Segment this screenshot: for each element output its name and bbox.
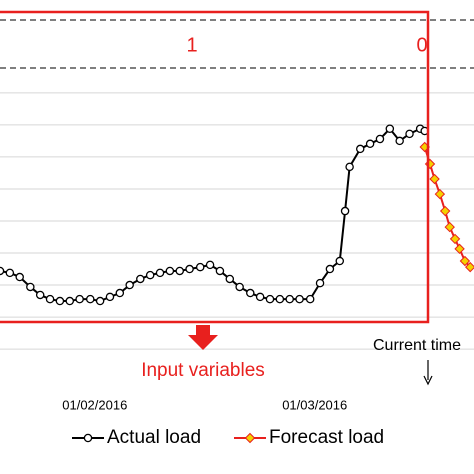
marker <box>365 139 375 149</box>
current-time-arrow-head <box>423 375 433 386</box>
marker <box>465 261 474 273</box>
marker <box>459 255 471 267</box>
marker <box>305 294 315 304</box>
marker <box>335 256 345 266</box>
marker <box>225 274 235 284</box>
marker <box>83 433 93 443</box>
marker <box>136 274 145 284</box>
marker <box>375 134 385 144</box>
marker <box>175 266 184 276</box>
marker <box>75 294 84 304</box>
marker <box>35 290 45 300</box>
marker <box>235 282 244 292</box>
marker <box>15 272 24 282</box>
marker <box>26 282 35 292</box>
marker <box>429 173 440 185</box>
marker <box>246 288 255 298</box>
marker <box>345 162 354 172</box>
marker <box>215 266 225 276</box>
marker <box>454 243 465 255</box>
marker <box>444 221 455 233</box>
marker <box>65 296 75 306</box>
marker <box>115 288 125 298</box>
x-tick-label: 01/03/2016 <box>282 397 347 412</box>
x-tick-label: 01/02/2016 <box>62 397 127 412</box>
marker <box>55 296 65 306</box>
marker <box>315 278 325 288</box>
annotation: Current time <box>373 337 461 354</box>
marker <box>244 432 256 444</box>
marker <box>155 268 165 278</box>
annotation: 0 <box>416 34 427 56</box>
legend-label: Forecast load <box>269 427 384 448</box>
input-box <box>0 10 430 324</box>
marker <box>125 280 134 290</box>
marker <box>295 294 304 304</box>
marker <box>355 144 365 154</box>
marker <box>395 136 404 146</box>
marker <box>405 129 414 139</box>
marker <box>434 188 446 200</box>
input-arrow <box>188 325 218 350</box>
marker <box>439 205 451 217</box>
marker <box>385 124 395 133</box>
marker <box>285 294 294 304</box>
marker <box>5 268 15 278</box>
marker <box>185 264 194 274</box>
marker <box>205 260 215 270</box>
marker <box>255 292 265 302</box>
marker <box>85 294 95 304</box>
marker <box>340 206 350 216</box>
legend-label: Actual load <box>107 427 201 448</box>
marker <box>265 294 275 304</box>
marker <box>0 266 5 276</box>
annotation: Input variables <box>141 360 265 381</box>
marker <box>449 233 461 245</box>
marker <box>325 264 335 274</box>
series-line <box>0 127 426 303</box>
series-line <box>423 146 471 268</box>
annotation: 1 <box>186 34 197 56</box>
marker <box>95 296 105 306</box>
marker <box>195 262 205 272</box>
marker <box>275 294 285 304</box>
marker <box>105 292 115 302</box>
marker <box>145 270 155 280</box>
marker <box>165 266 175 276</box>
marker <box>45 294 55 304</box>
